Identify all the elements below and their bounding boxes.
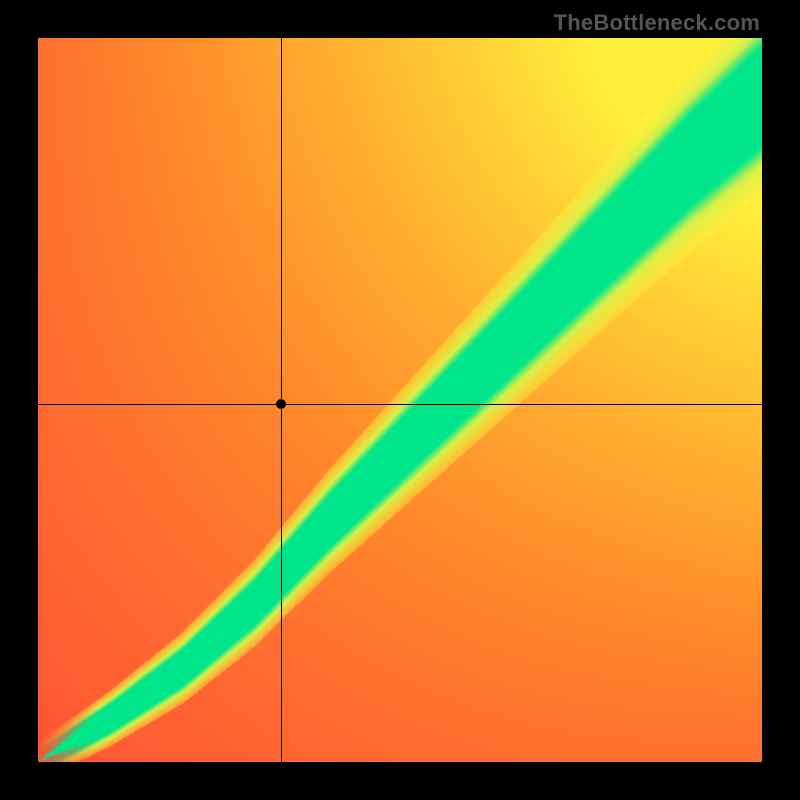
- crosshair-marker-dot: [276, 399, 286, 409]
- crosshair-horizontal: [38, 404, 762, 405]
- bottleneck-heatmap: [38, 38, 762, 762]
- chart-outer-frame: TheBottleneck.com: [0, 0, 800, 800]
- watermark-text: TheBottleneck.com: [554, 10, 760, 36]
